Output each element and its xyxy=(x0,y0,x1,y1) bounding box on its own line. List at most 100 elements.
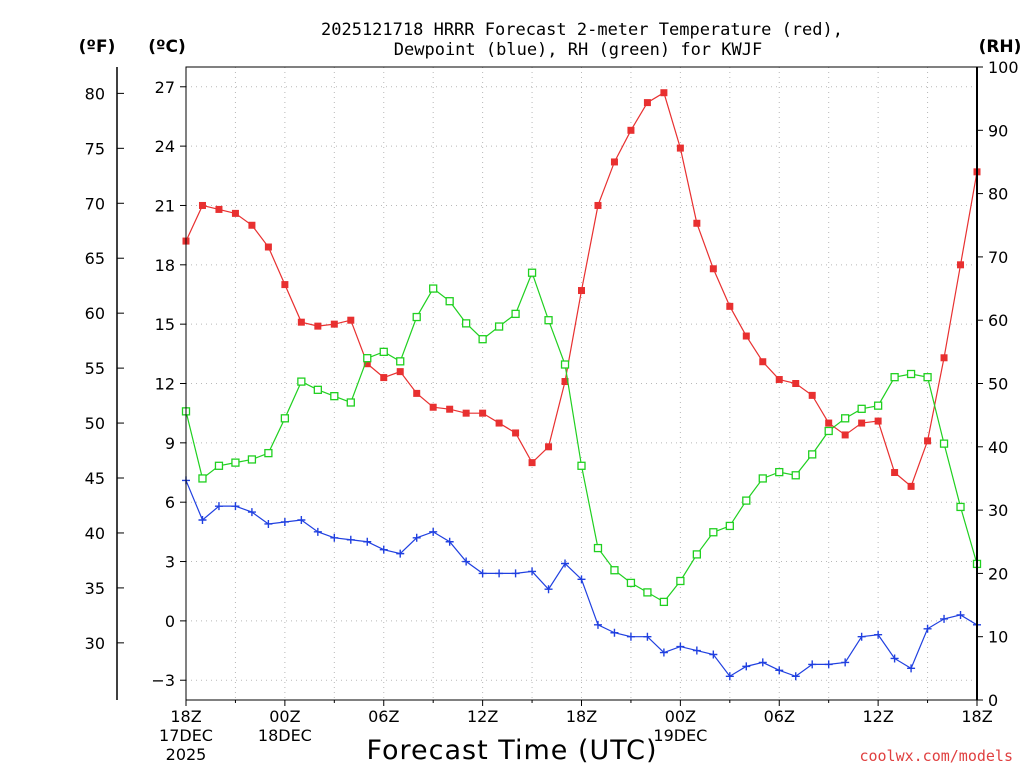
rh-point xyxy=(923,373,932,382)
x-tick-label: 06Z xyxy=(764,707,795,726)
rh-point xyxy=(478,335,487,344)
rh-point xyxy=(676,576,685,586)
rh-point xyxy=(775,467,784,477)
dewpoint-point xyxy=(511,569,520,578)
temperature-point xyxy=(512,429,520,437)
rh-tick-label: 60 xyxy=(988,311,1008,330)
rh-point xyxy=(956,502,965,512)
dewpoint-point xyxy=(396,549,405,558)
temperature-point xyxy=(808,391,816,399)
dewpoint-point xyxy=(775,666,784,675)
fahrenheit-tick-label: 65 xyxy=(85,249,105,268)
temperature-point xyxy=(314,322,322,330)
temperature-point xyxy=(924,437,932,445)
x-tick-label: 18Z xyxy=(961,707,992,726)
fahrenheit-unit-label: (ºF) xyxy=(79,37,116,57)
dewpoint-point xyxy=(907,664,916,673)
temperature-point xyxy=(841,431,849,439)
dewpoint-point xyxy=(462,557,471,566)
temperature-point xyxy=(380,374,388,382)
dewpoint-point xyxy=(808,660,817,669)
dewpoint-point xyxy=(643,632,652,641)
dewpoint-point xyxy=(231,502,240,511)
rh-point xyxy=(445,297,454,306)
fahrenheit-tick-label: 35 xyxy=(85,579,105,598)
dewpoint-point xyxy=(940,614,949,623)
temperature-point xyxy=(957,261,965,269)
rh-point xyxy=(363,354,372,363)
rh-point xyxy=(808,450,817,459)
temperature-point xyxy=(693,219,701,227)
temperature-point xyxy=(907,482,915,490)
rh-point xyxy=(659,597,669,607)
celsius-tick-label: 12 xyxy=(155,375,175,394)
chart-title: 2025121718 HRRR Forecast 2-meter Tempera… xyxy=(321,20,843,40)
rh-tick-label: 100 xyxy=(988,58,1019,77)
rh-unit-label: (RH) xyxy=(979,37,1022,57)
rh-point xyxy=(527,268,537,277)
temperature-point xyxy=(940,354,948,362)
rh-point xyxy=(297,377,306,386)
rh-point xyxy=(824,426,833,436)
rh-point xyxy=(280,414,290,423)
rh-point xyxy=(396,357,405,366)
dewpoint-point xyxy=(577,575,586,584)
chart-subtitle: Dewpoint (blue), RH (green) for KWJF xyxy=(394,40,762,60)
rh-tick-label: 70 xyxy=(988,248,1008,267)
rh-tick-label: 50 xyxy=(988,375,1008,394)
dewpoint-point xyxy=(297,515,306,524)
rh-point xyxy=(247,455,257,464)
rh-point xyxy=(593,543,603,553)
dewpoint-point xyxy=(676,642,685,651)
fahrenheit-tick-label: 70 xyxy=(85,194,105,213)
celsius-tick-label: 27 xyxy=(155,78,175,97)
temperature-point xyxy=(429,403,437,411)
rh-point xyxy=(692,550,702,559)
series-dewpoint xyxy=(182,476,981,681)
temperature-point xyxy=(742,332,750,340)
temperature-point xyxy=(330,320,338,328)
x-tick-label: 00Z xyxy=(665,707,696,726)
celsius-tick-label: 6 xyxy=(165,493,175,512)
rh-tick-label: 90 xyxy=(988,121,1008,140)
rh-point xyxy=(841,414,850,423)
temperature-point xyxy=(643,99,651,107)
fahrenheit-tick-label: 80 xyxy=(85,84,105,103)
x-tick-label: 2025 xyxy=(166,745,207,764)
x-tick-label: 00Z xyxy=(269,707,300,726)
x-tick-label: 06Z xyxy=(368,707,399,726)
dewpoint-point xyxy=(923,624,932,633)
fahrenheit-tick-label: 30 xyxy=(85,634,105,653)
rh-point xyxy=(379,347,388,357)
rh-point xyxy=(906,369,916,379)
dewpoint-point xyxy=(593,620,602,629)
dewpoint-point xyxy=(709,650,718,659)
rh-point xyxy=(313,385,322,394)
credit-text: coolwx.com/models xyxy=(859,747,1013,765)
rh-point xyxy=(330,392,339,401)
x-tick-label: 18Z xyxy=(170,707,201,726)
temperature-point xyxy=(660,89,668,97)
temperature-point xyxy=(528,459,536,467)
temperature-point xyxy=(610,158,618,166)
rh-point xyxy=(758,474,767,483)
x-tick-label: 12Z xyxy=(467,707,498,726)
dewpoint-point xyxy=(659,648,668,657)
temperature-point xyxy=(578,287,585,295)
rh-point xyxy=(346,398,355,407)
fahrenheit-tick-label: 55 xyxy=(85,359,105,378)
x-tick-label: 19DEC xyxy=(653,726,707,745)
temperature-point xyxy=(676,144,684,152)
rh-point xyxy=(231,458,240,467)
dewpoint-point xyxy=(956,610,965,619)
temperature-point xyxy=(462,409,470,417)
series-2-meter-temperature xyxy=(182,89,981,490)
dewpoint-point xyxy=(725,672,734,681)
rh-point xyxy=(725,521,734,531)
temperature-point xyxy=(561,378,569,386)
temperature-point xyxy=(545,443,553,451)
rh-point xyxy=(577,461,586,470)
dewpoint-point xyxy=(247,508,256,517)
dewpoint-point xyxy=(330,533,339,542)
temperature-point xyxy=(231,209,239,217)
